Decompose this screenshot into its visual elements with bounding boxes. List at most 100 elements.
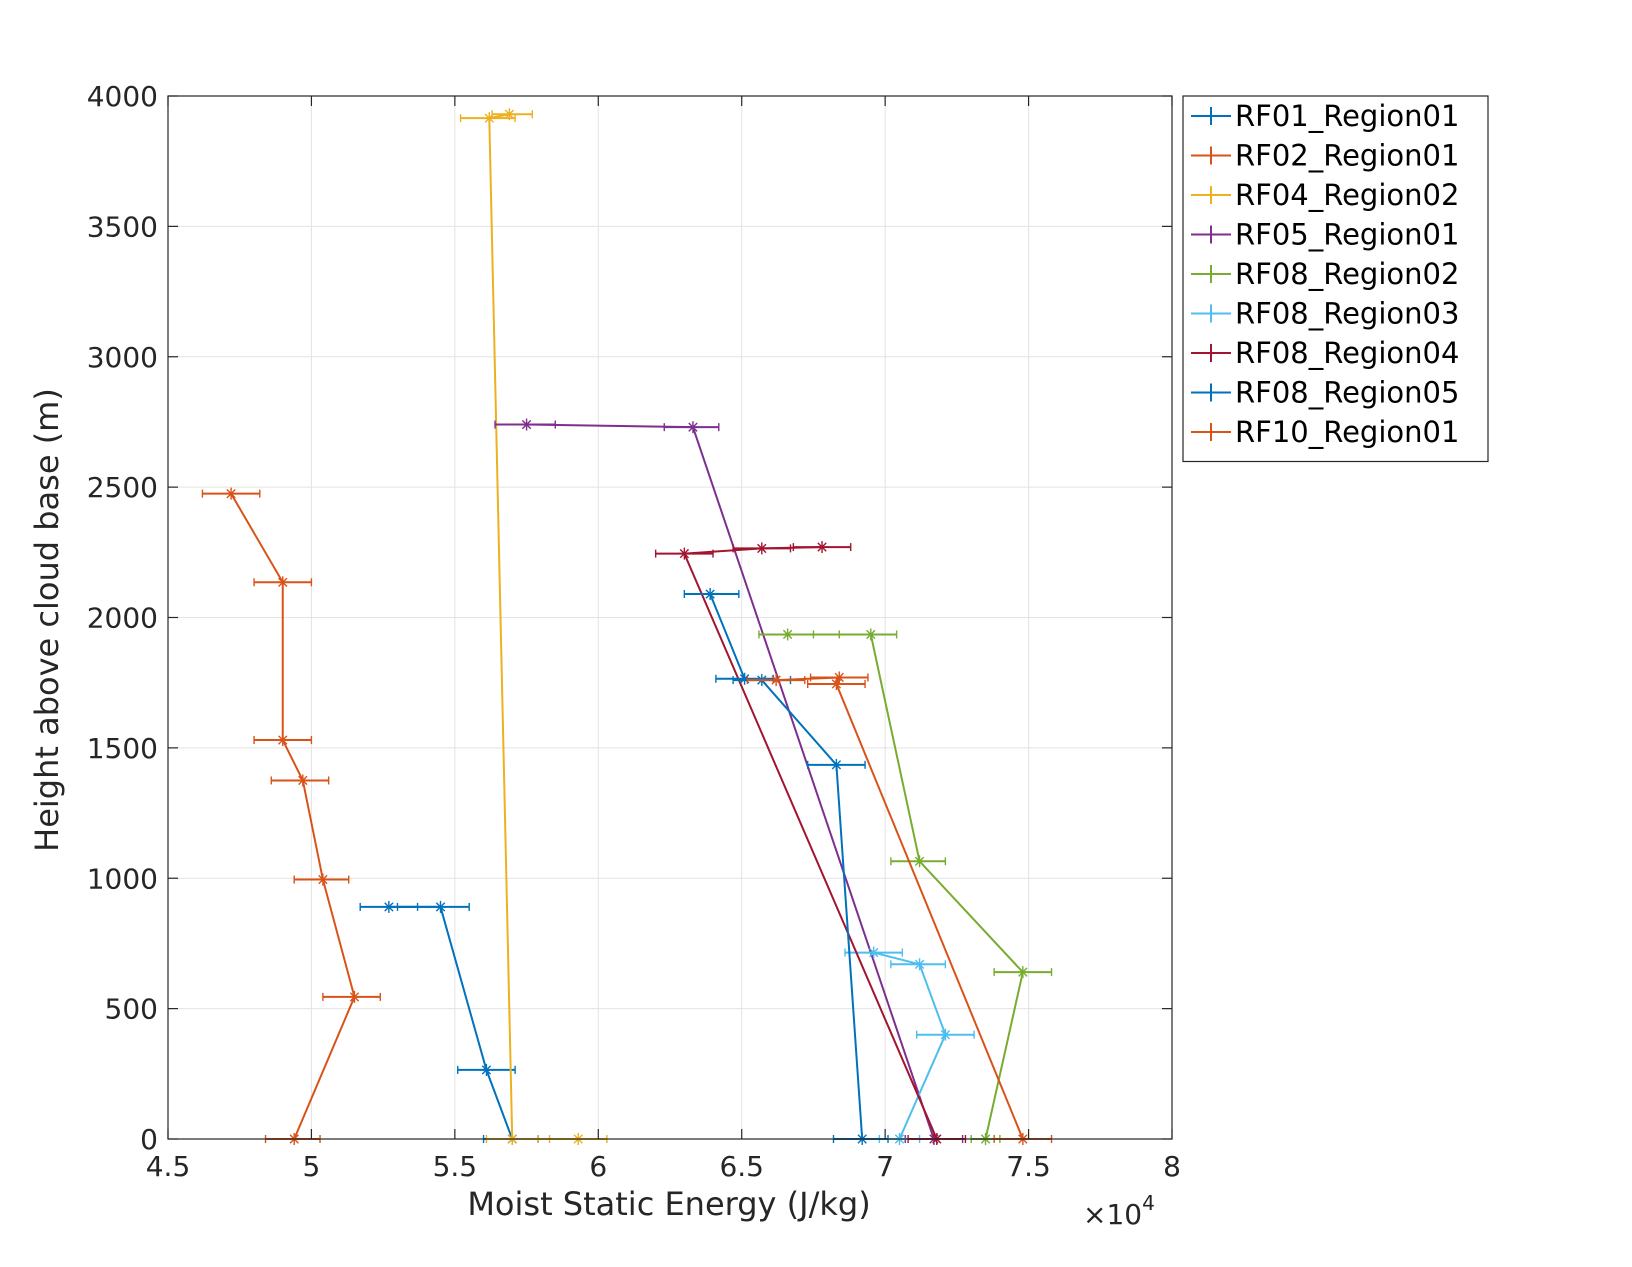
data-point	[1016, 966, 1029, 979]
legend-label: RF08_Region03	[1235, 297, 1459, 331]
marker-stroke	[481, 1065, 492, 1075]
x-tick-label: 5.5	[433, 1150, 478, 1183]
marker-stroke	[349, 992, 360, 1002]
x-tick-label: 7	[876, 1150, 894, 1183]
legend-item: RF08_Region02	[1191, 257, 1459, 291]
y-tick-label: 2500	[87, 471, 158, 504]
marker-stroke	[757, 543, 767, 554]
marker-stroke	[771, 675, 781, 685]
series-RF02_Region01	[201, 487, 381, 1145]
series-line	[682, 546, 938, 1140]
marker-stroke	[384, 902, 394, 912]
y-tick-label: 4000	[87, 80, 158, 113]
data-point	[686, 421, 699, 434]
y-tick-label: 2000	[87, 602, 158, 635]
marker-stroke	[868, 947, 879, 958]
x-tick-label: 6.5	[719, 1150, 764, 1183]
marker-stroke	[914, 959, 925, 969]
legend: RF01_Region01 RF02_Region01 RF04_Region02 R…	[1182, 95, 1489, 463]
series-line	[873, 951, 947, 1140]
data-point	[833, 671, 846, 684]
data-point	[770, 674, 783, 687]
marker-stroke	[831, 760, 842, 770]
marker-stroke	[504, 109, 515, 119]
tick-labels: 4.5 5 5.5 6 6.5 7 7.5 8 0 500 1000 1500 2000 2500 3000…	[87, 80, 1181, 1183]
legend-label: RF10_Region01	[1235, 415, 1459, 449]
legend-item: RF02_Region01	[1191, 139, 1459, 173]
data-point	[276, 576, 289, 589]
x-tick-label: 6	[589, 1150, 607, 1183]
series-RF10_Region01	[746, 671, 1053, 1145]
marker-stroke	[940, 1030, 951, 1040]
legend-item: RF05_Region01	[1191, 218, 1459, 252]
data-point	[913, 958, 926, 971]
data-point	[348, 990, 361, 1003]
series-layer	[201, 108, 1053, 1145]
marker-stroke	[705, 589, 715, 599]
marker-stroke	[866, 629, 876, 640]
data-point	[830, 758, 843, 771]
x-multiplier-exponent: 4	[1142, 1191, 1155, 1215]
data-point	[316, 873, 329, 886]
legend-item: RF08_Region05	[1191, 376, 1459, 410]
legend-label: RF02_Region01	[1235, 139, 1459, 173]
series-line	[776, 676, 1024, 1140]
data-point	[382, 900, 395, 913]
marker-stroke	[1018, 967, 1028, 977]
y-tick-label: 3000	[87, 341, 158, 374]
y-tick-label: 0	[140, 1123, 158, 1156]
data-point	[755, 542, 768, 555]
x-tick-label: 4.5	[146, 1150, 191, 1183]
marker-stroke	[782, 629, 793, 640]
y-tick-label: 500	[105, 993, 158, 1026]
marker-stroke	[521, 419, 532, 430]
data-point	[480, 1063, 493, 1076]
legend-label: RF05_Region01	[1235, 218, 1459, 252]
legend-item: RF08_Region04	[1191, 336, 1459, 370]
marker-stroke	[834, 672, 844, 683]
x-multiplier-base: ×10	[1083, 1198, 1142, 1231]
x-axis-label: Moist Static Energy (J/kg)	[467, 1185, 870, 1223]
marker-stroke	[914, 856, 925, 866]
data-point	[939, 1028, 952, 1041]
marker-stroke	[298, 775, 308, 786]
data-point	[678, 547, 691, 560]
marker-stroke	[435, 902, 446, 912]
series-RF08_Region02	[758, 628, 1053, 1145]
legend-label: RF08_Region05	[1235, 376, 1459, 410]
y-axis-label: Height above cloud base (m)	[28, 388, 66, 852]
data-point	[520, 418, 533, 431]
x-tick-label: 7.5	[1006, 1150, 1051, 1183]
data-point	[913, 855, 926, 868]
axes-frame	[167, 95, 1173, 1140]
data-point	[704, 588, 717, 601]
legend-label: RF08_Region02	[1235, 257, 1459, 291]
data-point	[816, 541, 829, 554]
legend-item: RF01_Region01	[1191, 99, 1459, 133]
x-tick-label: 5	[303, 1150, 321, 1183]
data-point	[781, 628, 794, 641]
marker-stroke	[318, 874, 328, 885]
y-tick-label: 1000	[87, 862, 158, 895]
data-point	[276, 734, 289, 747]
legend-label: RF01_Region01	[1235, 99, 1459, 133]
data-point	[867, 946, 880, 959]
legend-item: RF04_Region02	[1191, 178, 1459, 212]
data-point	[434, 900, 447, 913]
legend-item: RF10_Region01	[1191, 415, 1459, 449]
marker-stroke	[817, 542, 827, 552]
data-point	[296, 774, 309, 787]
x-tick-label: 8	[1163, 1150, 1181, 1183]
legend-label: RF08_Region04	[1235, 336, 1459, 370]
marker-stroke	[688, 422, 698, 432]
marker-stroke	[278, 735, 288, 745]
marker-stroke	[226, 488, 236, 499]
marker-stroke	[278, 577, 288, 587]
marker-stroke	[679, 548, 690, 559]
data-point	[864, 628, 877, 641]
legend-box	[1182, 95, 1489, 463]
legend-label: RF04_Region02	[1235, 178, 1459, 212]
legend-item: RF08_Region03	[1191, 297, 1459, 331]
marker-stroke	[739, 674, 750, 684]
